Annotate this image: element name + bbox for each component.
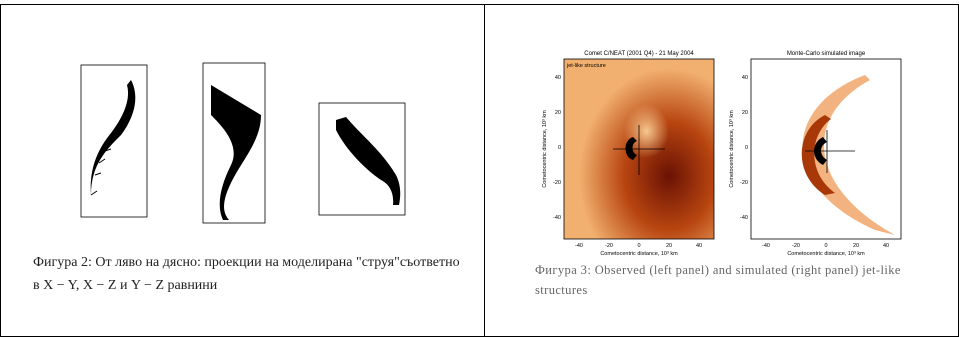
jet-projections	[80, 62, 406, 224]
x-tick-label: -40	[762, 243, 770, 249]
y-tick-label: 40	[555, 75, 561, 81]
plot-frame	[202, 62, 266, 224]
jet-shell	[801, 115, 835, 195]
x-tick-label: -40	[575, 243, 583, 249]
simulated-image	[750, 58, 902, 240]
y-tick-label: 0	[558, 145, 561, 151]
y-tick-label: -20	[553, 180, 561, 186]
x-tick-label: -20	[605, 243, 613, 249]
caption-line: Фигура 3: Observed (left panel) and simu…	[535, 263, 901, 277]
jet-shape	[336, 117, 401, 205]
jet-shape	[90, 80, 136, 195]
image-title: Monte-Carlo simulated image	[787, 51, 866, 57]
x-tick-label: 40	[696, 243, 702, 249]
caption-line: structures	[535, 283, 588, 297]
y-tick-label: -40	[740, 215, 748, 221]
y-axis-label: Cometocentric distance, 10³ km	[542, 110, 548, 188]
x-tick-label: 20	[853, 243, 859, 249]
y-axis-label: Cometocentric distance, 10³ km	[729, 110, 735, 188]
y-tick-label: 0	[745, 145, 748, 151]
caption-line: Фигура 2: От ляво на дясно: проекции на …	[33, 255, 460, 270]
image-label: jet-like structure	[566, 63, 606, 69]
x-tick-label: 0	[824, 243, 827, 249]
x-tick-label: 20	[666, 243, 672, 249]
caption-line: в X − Y, X − Z и Y − Z равнини	[33, 278, 218, 293]
y-tick-label: 40	[742, 75, 748, 81]
y-tick-label: -20	[740, 180, 748, 186]
x-tick-label: -20	[792, 243, 800, 249]
jet-hatch	[90, 148, 112, 196]
plot-frame	[80, 64, 148, 218]
nucleus	[625, 137, 637, 160]
jet-shape	[211, 85, 261, 220]
x-tick-label: 40	[883, 243, 889, 249]
right-panel: Comet C/NEAT (2001 Q4) - 21 May 2004 Mon…	[484, 4, 959, 337]
y-tick-label: 20	[555, 110, 561, 116]
left-panel: Фигура 2: От ляво на дясно: проекции на …	[0, 4, 485, 337]
y-tick-label: -40	[553, 215, 561, 221]
x-axis-label: Cometocentric distance, 10³ km	[787, 251, 865, 257]
y-tick-label: 20	[742, 110, 748, 116]
plot-frame	[318, 102, 406, 216]
x-axis-label: Cometocentric distance, 10³ km	[600, 251, 678, 257]
comet-images: Comet C/NEAT (2001 Q4) - 21 May 2004 Mon…	[542, 51, 902, 257]
x-tick-label: 0	[637, 243, 640, 249]
image-title: Comet C/NEAT (2001 Q4) - 21 May 2004	[584, 51, 694, 57]
jet-shell	[802, 75, 895, 235]
